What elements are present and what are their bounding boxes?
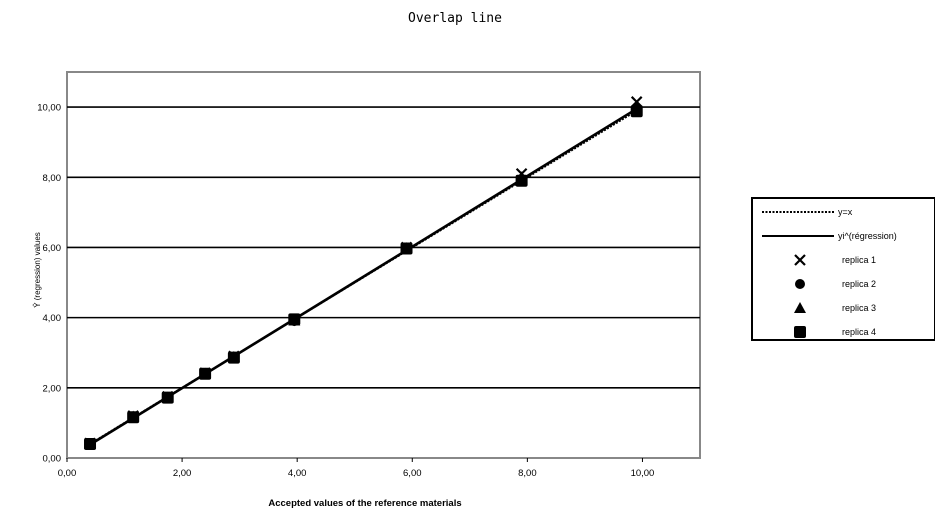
chart-title: Overlap line xyxy=(408,11,502,26)
y-tick-label: 6,00 xyxy=(43,243,62,254)
data-point-replica-4 xyxy=(161,391,174,404)
data-point-replica-4 xyxy=(199,367,212,380)
x-tick-label: 0,00 xyxy=(58,468,77,479)
x-tick-label: 10,00 xyxy=(631,468,655,479)
legend-marker-replica-1 xyxy=(794,254,806,266)
y-tick-label: 2,00 xyxy=(43,383,62,394)
x-axis-label: Accepted values of the reference materia… xyxy=(268,498,461,509)
axes: 0,00 2,00 4,00 6,00 8,00 10,00 0,00 2,00 4,00 6,0… xyxy=(37,103,654,479)
x-tick-label: 6,00 xyxy=(403,468,422,479)
y-tick-label: 4,00 xyxy=(43,313,62,324)
data-point-replica-4 xyxy=(630,105,643,118)
legend-label: replica 1 xyxy=(842,255,876,265)
regression-line xyxy=(89,107,638,446)
data-points xyxy=(84,96,643,450)
legend: y=x yi^(régression) replica 1 replica 2 repl… xyxy=(751,197,935,341)
legend-marker-replica-3 xyxy=(794,302,806,313)
data-point-replica-4 xyxy=(127,411,140,424)
y-tick-label: 10,00 xyxy=(37,103,61,114)
x-tick-label: 2,00 xyxy=(173,468,192,479)
gridlines xyxy=(67,106,700,389)
data-point-replica-4 xyxy=(227,351,240,364)
legend-entries: y=x yi^(régression) replica 1 replica 2 repl… xyxy=(762,207,897,338)
legend-label: replica 3 xyxy=(842,303,876,313)
data-point-replica-4 xyxy=(400,242,413,255)
data-point-replica-4 xyxy=(288,313,301,326)
fitted-lines xyxy=(89,106,643,446)
y-tick-label: 0,00 xyxy=(43,454,62,465)
legend-box xyxy=(751,197,935,341)
data-point-replica-4 xyxy=(84,437,97,450)
y-tick-label: 8,00 xyxy=(43,173,62,184)
y-axis-label: Ŷ (regression) values xyxy=(33,232,42,308)
legend-label: replica 4 xyxy=(842,327,876,337)
legend-label: replica 2 xyxy=(842,279,876,289)
x-tick-label: 8,00 xyxy=(518,468,537,479)
x-tick-label: 4,00 xyxy=(288,468,307,479)
legend-label: yi^(régression) xyxy=(838,231,897,241)
legend-marker-replica-4 xyxy=(794,326,806,338)
legend-label: y=x xyxy=(838,207,853,217)
legend-marker-replica-2 xyxy=(795,279,805,289)
data-point-replica-4 xyxy=(515,174,528,187)
